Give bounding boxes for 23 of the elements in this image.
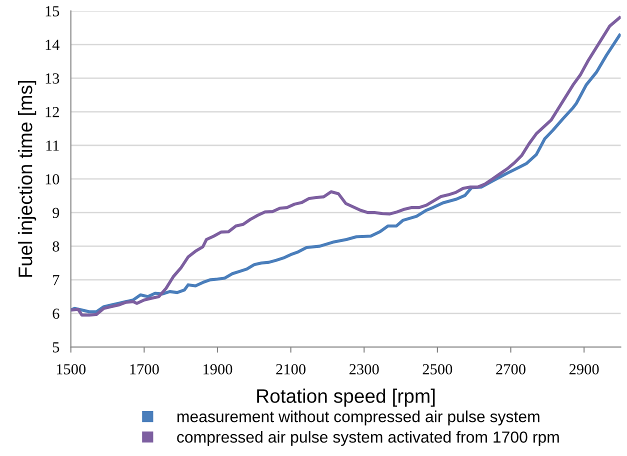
legend-label: measurement without compressed air pulse system xyxy=(177,410,540,426)
y-tick-label: 9 xyxy=(52,208,60,218)
x-axis-title: Rotation speed [rpm] xyxy=(257,388,435,407)
x-tick-label: 2100 xyxy=(276,364,306,374)
y-tick-label: 14 xyxy=(46,40,60,50)
x-tick-label: 2700 xyxy=(496,364,526,374)
y-tick-label: 6 xyxy=(52,308,60,319)
x-tick-label: 1500 xyxy=(56,364,86,374)
x-tick-label: 2300 xyxy=(350,364,379,374)
y-tick-label: 10 xyxy=(46,174,60,184)
y-tick-label: 5 xyxy=(52,342,60,352)
y-tick-label: 12 xyxy=(46,106,59,118)
y-tick-label: 13 xyxy=(46,73,60,84)
legend-label: compressed air pulse system activated from 1700 rpm xyxy=(177,431,559,446)
x-tick-label: 1900 xyxy=(204,364,232,374)
y-tick-label: 8 xyxy=(52,241,60,252)
y-tick-label: 15 xyxy=(46,6,60,16)
y-tick-label: 11 xyxy=(46,140,59,151)
y-axis-title: Fuel injection time [ms] xyxy=(18,80,36,277)
x-tick-label: 2500 xyxy=(422,364,452,374)
x-tick-label: 2900 xyxy=(569,364,599,374)
x-tick-label: 1700 xyxy=(130,364,159,374)
y-tick-label: 7 xyxy=(53,275,60,286)
